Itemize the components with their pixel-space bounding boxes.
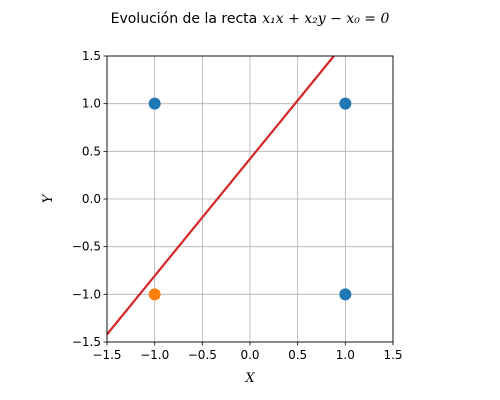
y-tick-label: 0.5 xyxy=(82,144,101,158)
x-tick-label: −1.0 xyxy=(140,348,169,362)
x-tick-label: 1.5 xyxy=(383,348,402,362)
decision-line xyxy=(106,55,335,336)
x-axis-label: X xyxy=(244,371,255,386)
y-tick-label: 1.5 xyxy=(82,49,101,63)
x-tick-label: −1.5 xyxy=(92,348,121,362)
plot-data xyxy=(106,55,352,336)
data-point xyxy=(148,97,161,110)
y-axis-label: Y xyxy=(41,193,56,203)
grid-lines xyxy=(106,55,394,343)
chart-title-equation: x₁x + x₂y − x₀ = 0 xyxy=(262,11,389,27)
data-point xyxy=(339,97,352,110)
x-tick-label: 1.0 xyxy=(336,348,355,362)
x-tick-label: 0.5 xyxy=(288,348,307,362)
data-point xyxy=(339,288,352,301)
y-tick-label: −0.5 xyxy=(72,240,101,254)
chart-title-text: Evolución de la recta xyxy=(111,11,258,27)
data-point xyxy=(148,288,161,301)
y-tick-label: 0.0 xyxy=(82,192,101,206)
x-tick-label: 0.0 xyxy=(240,348,259,362)
y-tick-label: −1.5 xyxy=(72,335,101,349)
y-tick-label: −1.0 xyxy=(72,287,101,301)
axis-ticks: −1.5 −1.0 −0.5 0.0 0.5 1.0 1.5 −1.5 −1.0 −0.5 0.0 0… xyxy=(72,49,403,362)
chart-title: Evolución de la recta x₁x + x₂y − x₀ = 0 xyxy=(111,11,390,27)
y-tick-label: 1.0 xyxy=(82,97,101,111)
x-tick-label: −0.5 xyxy=(188,348,217,362)
